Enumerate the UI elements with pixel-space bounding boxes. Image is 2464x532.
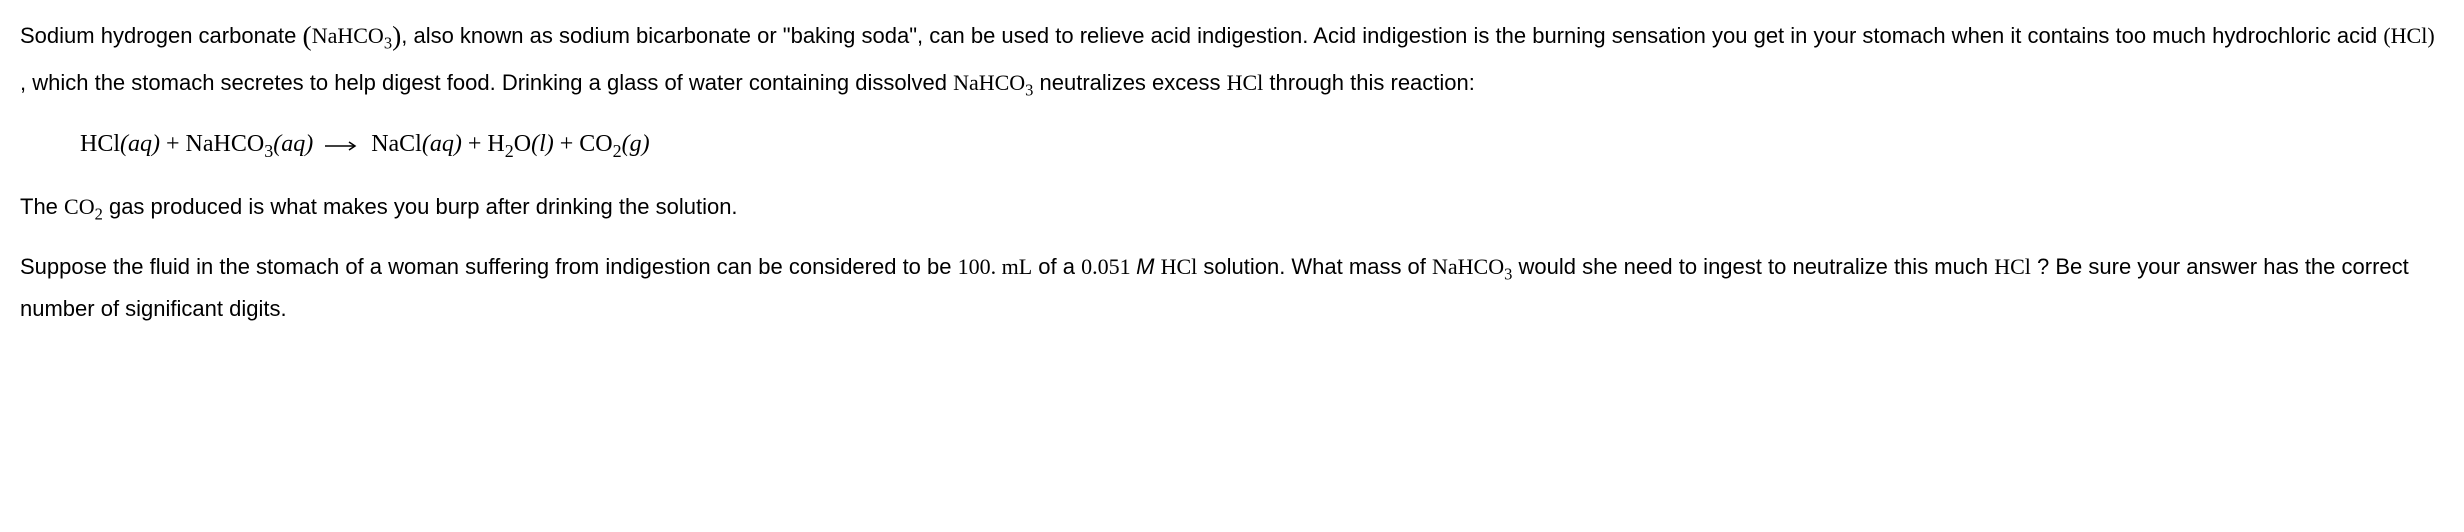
chem-text: H (487, 131, 504, 157)
chem-sub: 2 (505, 141, 514, 161)
formula-nahco3: NaHCO3 (312, 23, 392, 48)
plus: + (160, 131, 186, 157)
formula-hcl: HCl (1161, 254, 1198, 279)
formula-nahco3: NaHCO3 (1432, 254, 1512, 279)
text: of a (1032, 254, 1081, 279)
state-g: (g) (622, 131, 650, 157)
chem-sub: 3 (384, 33, 392, 52)
formula-hcl: HCl (1994, 254, 2031, 279)
chem-text: NaHCO (312, 23, 384, 48)
intro-paragraph: Sodium hydrogen carbonate (NaHCO3), also… (20, 10, 2444, 104)
state-aq: (aq) (120, 131, 160, 157)
state-aq: (aq) (422, 131, 462, 157)
product-h2o: H2O (487, 131, 531, 157)
text: neutralizes excess (1033, 70, 1226, 95)
chem-text: CO (579, 131, 612, 157)
formula-co2: CO2 (64, 194, 103, 219)
text: , also known as sodium bicarbonate or "b… (401, 23, 2383, 48)
chem-sub: 2 (95, 205, 103, 224)
text: gas produced is what makes you burp afte… (103, 194, 738, 219)
chem-text: CO (64, 194, 95, 219)
chem-sub: 3 (264, 141, 273, 161)
question-paragraph: Suppose the fluid in the stomach of a wo… (20, 246, 2444, 330)
open-paren: ( (2383, 23, 2390, 48)
plus: + (462, 131, 488, 157)
close-paren: ) (392, 20, 401, 51)
reaction-arrow-icon (325, 123, 359, 169)
text: Sodium hydrogen carbonate (20, 23, 303, 48)
product-nacl: NaCl (371, 131, 422, 157)
molarity-value: 0.051 (1081, 254, 1136, 279)
plus: + (554, 131, 580, 157)
chem-sub: 2 (613, 141, 622, 161)
text: through this reaction: (1263, 70, 1475, 95)
chem-text: NaHCO (953, 70, 1025, 95)
molar-unit: M (1136, 254, 1154, 279)
chem-text: NaHCO (1432, 254, 1504, 279)
formula-hcl: HCl (2391, 23, 2428, 48)
chemical-equation: HCl(aq) + NaHCO3(aq) NaCl(aq) + H2O(l) +… (80, 122, 2444, 168)
chem-text: NaHCO (186, 131, 265, 157)
reactant-nahco3: NaHCO3 (186, 131, 274, 157)
state-l: (l) (531, 131, 554, 157)
reactant-hcl: HCl (80, 131, 120, 157)
text: would she need to ingest to neutralize t… (1512, 254, 1994, 279)
formula-nahco3: NaHCO3 (953, 70, 1033, 95)
volume-value: 100. mL (958, 254, 1033, 279)
text: Suppose the fluid in the stomach of a wo… (20, 254, 958, 279)
text: solution. What mass of (1197, 254, 1432, 279)
text: , which the stomach secretes to help dig… (20, 70, 953, 95)
co2-paragraph: The CO2 gas produced is what makes you b… (20, 186, 2444, 228)
state-aq: (aq) (273, 131, 313, 157)
formula-hcl: HCl (1227, 70, 1264, 95)
chem-text: O (514, 131, 531, 157)
open-paren: ( (303, 20, 312, 51)
text: The (20, 194, 64, 219)
close-paren: ) (2427, 23, 2434, 48)
product-co2: CO2 (579, 131, 621, 157)
